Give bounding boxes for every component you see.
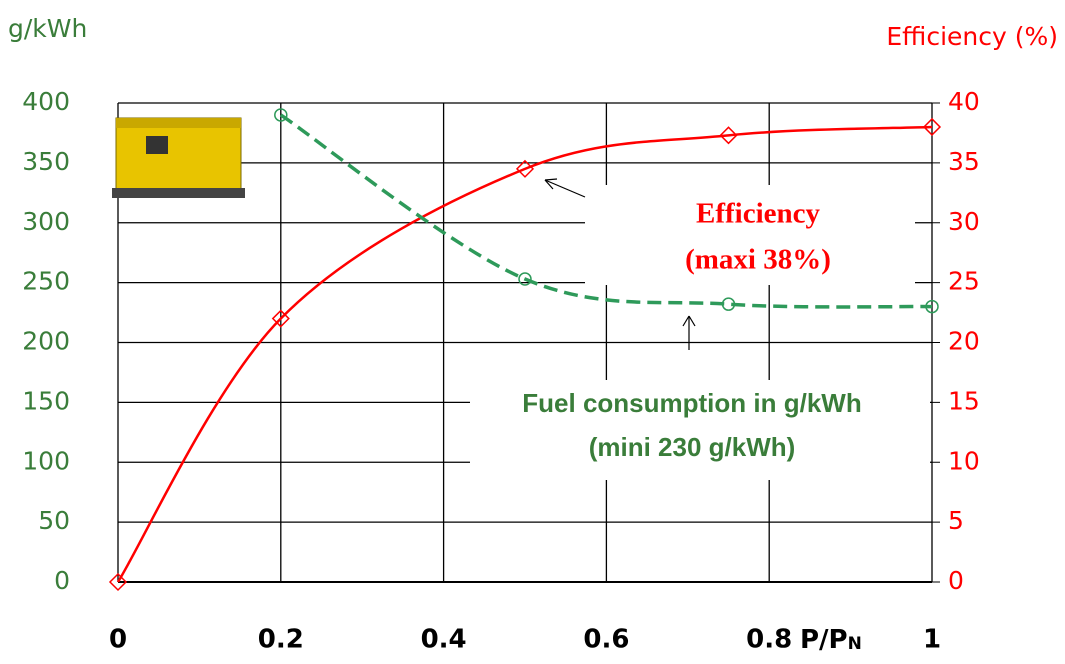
series-line bbox=[116, 125, 933, 583]
y2-tick-label: 35 bbox=[948, 147, 980, 176]
x-tick-label: 0.2 bbox=[258, 625, 304, 655]
x-tick-label: 0.4 bbox=[421, 625, 467, 655]
x-axis-label-sub: N bbox=[848, 634, 862, 654]
y2-tick-label: 20 bbox=[948, 327, 980, 356]
data-marker bbox=[515, 159, 535, 178]
data-marker bbox=[108, 572, 128, 592]
data-marker bbox=[271, 309, 290, 328]
annotation: (mini 230 g/kWh) bbox=[589, 432, 796, 462]
y-tick-label: 50 bbox=[38, 506, 70, 535]
data-marker bbox=[922, 117, 942, 137]
x-tick-label: 1 bbox=[923, 625, 941, 655]
data-marker bbox=[719, 126, 738, 145]
x-axis-label: P/PN bbox=[800, 625, 862, 655]
y2-tick-label: 0 bbox=[948, 566, 964, 595]
arrow-head bbox=[682, 315, 696, 327]
series-line bbox=[279, 113, 933, 309]
data-marker bbox=[925, 299, 939, 314]
y-tick-label: 400 bbox=[22, 87, 70, 116]
y2-tick-label: 25 bbox=[948, 267, 980, 296]
y-tick-label: 100 bbox=[22, 446, 70, 475]
y2-tick-label: 5 bbox=[948, 506, 964, 535]
arrow bbox=[544, 179, 586, 198]
y-tick-label: 350 bbox=[22, 147, 70, 176]
annotation: (maxi 38%) bbox=[685, 244, 831, 276]
y-tick-label: 200 bbox=[22, 327, 70, 356]
y-tick-label: 250 bbox=[22, 267, 70, 296]
x-tick-label: 0.8 bbox=[746, 625, 792, 655]
y2-tick-label: 30 bbox=[948, 207, 980, 236]
data-marker bbox=[518, 272, 532, 286]
arrow-head bbox=[544, 178, 558, 190]
data-marker bbox=[274, 108, 288, 122]
data-marker bbox=[721, 297, 736, 311]
y-tick-label: 300 bbox=[22, 207, 70, 236]
y2-tick-label: 40 bbox=[948, 87, 980, 116]
y2-tick-label: 10 bbox=[948, 446, 980, 475]
y2-axis-label: Efficiency (%) bbox=[886, 22, 1058, 51]
x-axis-label-main: P/P bbox=[800, 625, 848, 655]
y-tick-label: 150 bbox=[22, 386, 70, 415]
x-tick-label: 0.6 bbox=[583, 625, 629, 655]
y-axis-label: g/kWh bbox=[8, 14, 87, 43]
x-tick-label: 0 bbox=[109, 625, 127, 655]
y-tick-label: 0 bbox=[54, 566, 70, 595]
annotation-box bbox=[585, 185, 915, 285]
y2-tick-label: 15 bbox=[948, 386, 980, 415]
generator-icon bbox=[112, 117, 245, 198]
annotation-box bbox=[470, 380, 930, 480]
annotation: Fuel consumption in g/kWh bbox=[522, 388, 861, 418]
annotation: Efficiency bbox=[696, 198, 821, 230]
